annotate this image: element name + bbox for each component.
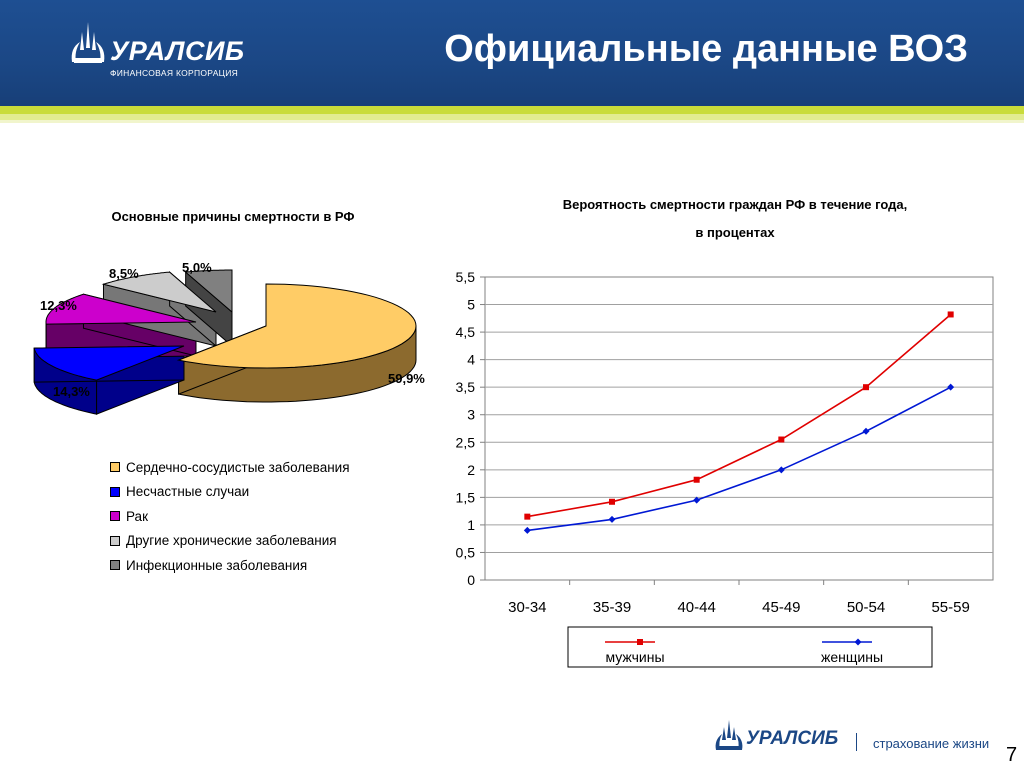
data-point	[609, 498, 615, 505]
data-point	[693, 476, 700, 483]
legend-swatch	[110, 535, 120, 546]
pie-legend: Сердечно-сосудистые заболевания Несчастн…	[110, 455, 350, 578]
legend-swatch	[110, 462, 120, 473]
pie-slice	[33, 345, 185, 381]
data-point	[524, 513, 531, 520]
y-tick-label: 5,5	[456, 269, 476, 285]
legend-item: Несчастные случаи	[110, 480, 350, 505]
x-tick-label: 35-39	[593, 599, 631, 616]
footer-divider	[856, 733, 857, 751]
line-legend	[567, 626, 933, 668]
footer-logo-word: УРАЛСИБ	[746, 728, 839, 749]
footer-logo: УРАЛСИБ	[712, 718, 872, 762]
y-tick-label: 4,5	[456, 324, 476, 340]
x-tick-label: 45-49	[762, 599, 800, 616]
y-tick-label: 3,5	[456, 379, 476, 395]
legend-swatch	[110, 560, 120, 571]
pie-label-cardio: 59,9%	[388, 371, 425, 386]
legend-item: Рак	[110, 504, 350, 529]
data-point	[693, 496, 701, 504]
legend-label: Рак	[126, 508, 148, 524]
pie-label-accidents: 14,3%	[53, 384, 90, 399]
pie-chart-title: Основные причины смертности в РФ	[111, 209, 355, 224]
footer-logo-emblem-icon	[715, 720, 743, 750]
header-stripe	[0, 106, 1024, 114]
legend-label: Инфекционные заболевания	[126, 557, 308, 573]
legend-item: Сердечно-сосудистые заболевания	[110, 455, 350, 480]
series-line	[527, 386, 952, 532]
x-tick-label: 30-34	[508, 599, 546, 616]
y-tick-label: 5	[467, 297, 475, 313]
header-bar	[0, 0, 1024, 106]
pie-slice	[101, 271, 217, 313]
legend-label: Сердечно-сосудистые заболевания	[126, 459, 350, 475]
pie-label-other-chronic: 8,5%	[109, 266, 139, 281]
legend-label: Другие хронические заболевания	[126, 533, 337, 549]
legend-label: Несчастные случаи	[126, 484, 250, 500]
pie-label-infectious: 5,0%	[182, 260, 212, 275]
x-tick-label: 40-44	[677, 599, 715, 616]
data-point	[947, 311, 954, 318]
legend-swatch	[110, 511, 120, 522]
data-point	[777, 466, 785, 474]
legend-swatch	[110, 486, 120, 497]
data-point	[947, 383, 955, 391]
legend-item: Инфекционные заболевания	[110, 553, 350, 578]
y-tick-label: 2,5	[456, 434, 476, 450]
page-title: Официальные данные ВОЗ	[444, 28, 968, 70]
page-number: 7	[1006, 744, 1018, 766]
y-tick-label: 2	[467, 462, 475, 478]
legend-label: мужчины	[605, 649, 664, 665]
pie-slice	[45, 293, 197, 325]
logo-word: УРАЛСИБ	[110, 36, 245, 66]
pie-label-cancer: 12,3%	[40, 298, 77, 313]
y-tick-label: 0,5	[456, 544, 476, 560]
y-tick-label: 1	[467, 517, 475, 533]
footer-tagline: страхование жизни	[873, 736, 990, 751]
header-stripe	[0, 120, 1024, 123]
legend-marker	[854, 638, 862, 646]
y-tick-label: 1,5	[456, 489, 476, 505]
y-tick-label: 4	[467, 352, 475, 368]
pie-slice	[184, 269, 233, 314]
x-tick-label: 50-54	[847, 599, 885, 616]
plot-area	[484, 276, 994, 581]
line-chart-title: Вероятность смертности граждан РФ в тече…	[562, 197, 908, 212]
x-tick-label: 55-59	[931, 599, 969, 616]
legend-marker	[637, 639, 643, 645]
pie-slice	[176, 283, 417, 369]
header-stripe	[0, 114, 1024, 120]
legend-item: Другие хронические заболевания	[110, 529, 350, 554]
data-point	[608, 515, 616, 523]
data-point	[863, 384, 869, 391]
data-point	[862, 427, 870, 435]
series-line	[527, 313, 952, 518]
legend-label: женщины	[821, 649, 883, 665]
data-point	[778, 436, 785, 443]
line-chart-subtitle: в процентах	[695, 225, 775, 240]
data-point	[523, 526, 531, 534]
logo-subtitle: ФИНАНСОВАЯ КОРПОРАЦИЯ	[110, 68, 239, 78]
uralsib-logo: УРАЛСИБ ФИНАНСОВАЯ КОРПОРАЦИЯ	[66, 18, 246, 80]
y-tick-label: 0	[467, 572, 475, 588]
logo-emblem-icon	[71, 22, 105, 63]
y-tick-label: 3	[467, 407, 475, 423]
